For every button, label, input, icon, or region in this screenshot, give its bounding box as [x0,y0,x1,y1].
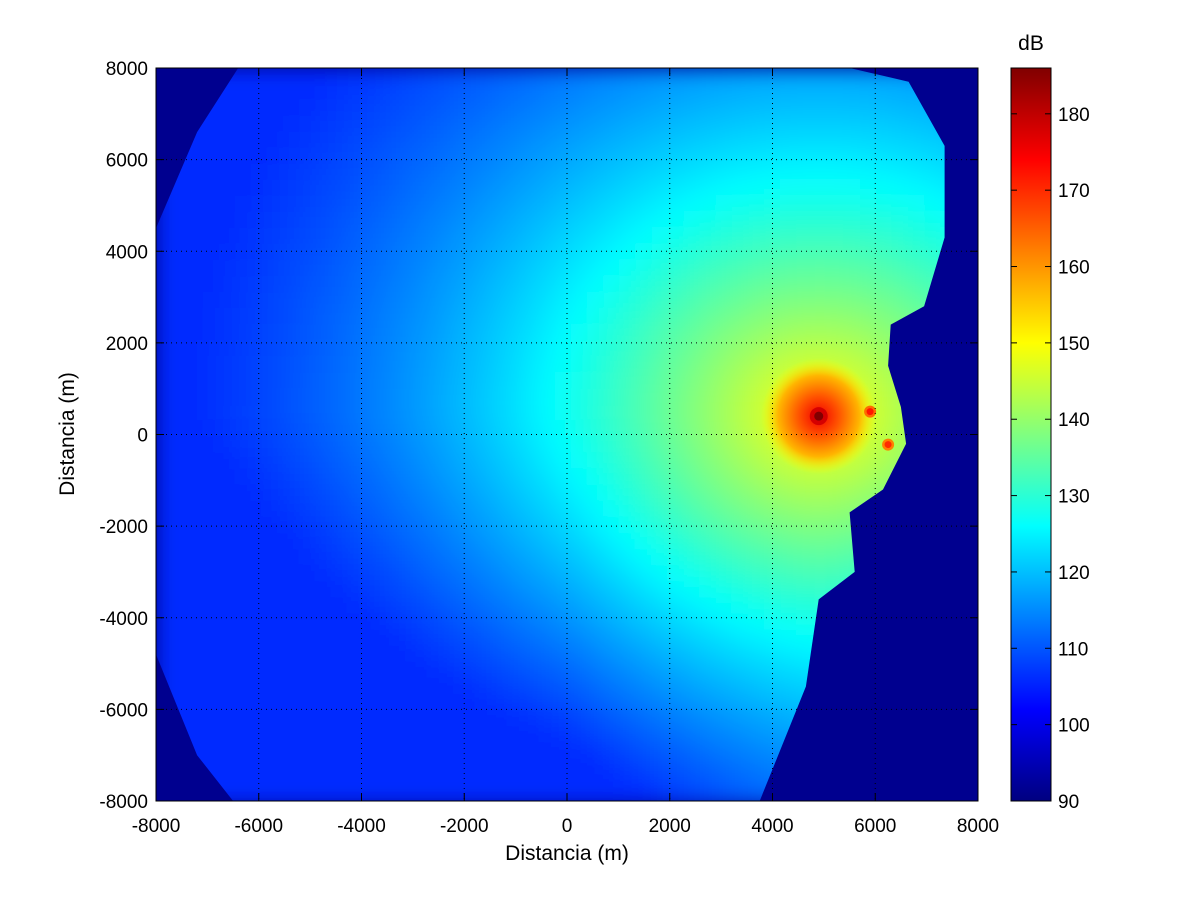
plot-area: -8000 -6000 -4000 -2000 0 2000 4000 6000 8000 -8… [56,59,999,865]
x-tick-label: -6000 [234,816,283,837]
colorbar-tick-label: 140 [1058,410,1090,431]
colorbar-tick-label: 150 [1058,334,1090,355]
colorbar-tick-label: 90 [1058,792,1079,813]
y-tick-label: 8000 [106,59,148,80]
x-axis-ticks: -8000 -6000 -4000 -2000 0 2000 4000 6000 8000 [132,68,999,837]
y-tick-label: -6000 [99,700,148,721]
x-tick-label: 6000 [854,816,896,837]
y-tick-label: 4000 [106,242,148,263]
sources-layer [760,358,895,475]
colorbar-tick-label: 110 [1058,639,1088,660]
grid-lines [156,68,978,801]
y-tick-label: 6000 [106,151,148,172]
colorbar-ticks: 90 100 110 120 130 140 150 160 170 180 [1011,105,1090,813]
x-axis-label: Distancia (m) [505,842,629,865]
colorbar-tick-label: 130 [1058,487,1090,508]
y-tick-label: 2000 [106,334,148,355]
colorbar-tick-label: 180 [1058,105,1090,126]
source-point [814,411,824,421]
colorbar-label: dB [1018,32,1044,55]
x-tick-label: -4000 [337,816,386,837]
colorbar-tick-label: 100 [1058,716,1090,737]
colorbar-tick-label: 120 [1058,563,1090,584]
y-tick-label: -2000 [99,517,148,538]
y-axis-ticks: -8000 -6000 -4000 -2000 0 2000 4000 6000 8000 [99,59,978,813]
y-tick-label: 0 [137,426,148,447]
x-tick-label: -2000 [440,816,489,837]
colorbar: 90 100 110 120 130 140 150 160 170 180 dB [1010,32,1090,813]
x-tick-label: 2000 [649,816,691,837]
x-tick-label: 8000 [957,816,999,837]
y-tick-label: -8000 [99,792,148,813]
x-tick-label: -8000 [132,816,181,837]
x-tick-label: 0 [562,816,573,837]
source-point [884,441,892,449]
x-tick-label: 4000 [751,816,793,837]
y-tick-label: -4000 [99,609,148,630]
colorbar-gradient [1010,67,1052,802]
y-axis-label: Distancia (m) [56,372,79,496]
colorbar-tick-label: 170 [1058,181,1090,202]
source-point [866,408,874,416]
colorbar-tick-label: 160 [1058,258,1090,279]
